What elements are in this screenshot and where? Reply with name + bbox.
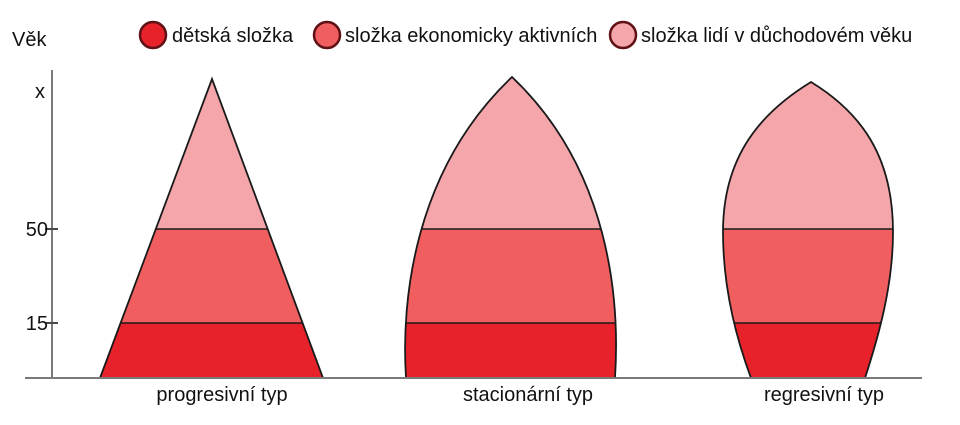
stationary-pyramid xyxy=(404,75,617,379)
active-legend-swatch-icon xyxy=(312,20,342,50)
progressive-active-section xyxy=(100,229,323,323)
regressive-outline xyxy=(722,80,894,379)
stationary-children-section xyxy=(405,323,617,378)
progressive-children-section xyxy=(100,323,323,378)
stationary-type-label: stacionární typ xyxy=(463,384,593,406)
tick-label-50: 50 xyxy=(26,219,48,241)
tick-label-15: 15 xyxy=(26,313,48,335)
legend-item-retirement: složka lidí v důchodovém věku xyxy=(608,20,912,50)
legend: dětská složka složka ekonomicky aktivníc… xyxy=(138,20,912,50)
tick-label-x: x xyxy=(35,81,45,103)
stationary-active-section xyxy=(405,229,617,323)
children-legend-swatch-icon xyxy=(138,20,168,50)
retirement-legend-label: složka lidí v důchodovém věku xyxy=(641,25,912,47)
legend-item-children: dětská složka xyxy=(138,20,294,50)
retirement-legend-swatch-icon xyxy=(608,20,638,50)
type-labels: progresivní typ stacionární typ regresiv… xyxy=(156,384,884,406)
progressive-type-label: progresivní typ xyxy=(156,384,287,406)
age-axis-title: Věk xyxy=(12,29,47,51)
age-axis: Věk x 50 15 xyxy=(12,29,58,379)
progressive-pyramid xyxy=(98,76,325,379)
legend-item-active: složka ekonomicky aktivních xyxy=(312,20,597,50)
regressive-active-section xyxy=(723,229,893,323)
children-legend-label: dětská složka xyxy=(172,25,294,47)
regressive-children-section xyxy=(723,323,893,378)
regressive-pyramid xyxy=(722,80,894,379)
stationary-outline xyxy=(404,75,617,379)
regressive-type-label: regresivní typ xyxy=(764,384,884,406)
regressive-retirement-section xyxy=(723,82,893,229)
active-legend-label: složka ekonomicky aktivních xyxy=(345,25,597,47)
